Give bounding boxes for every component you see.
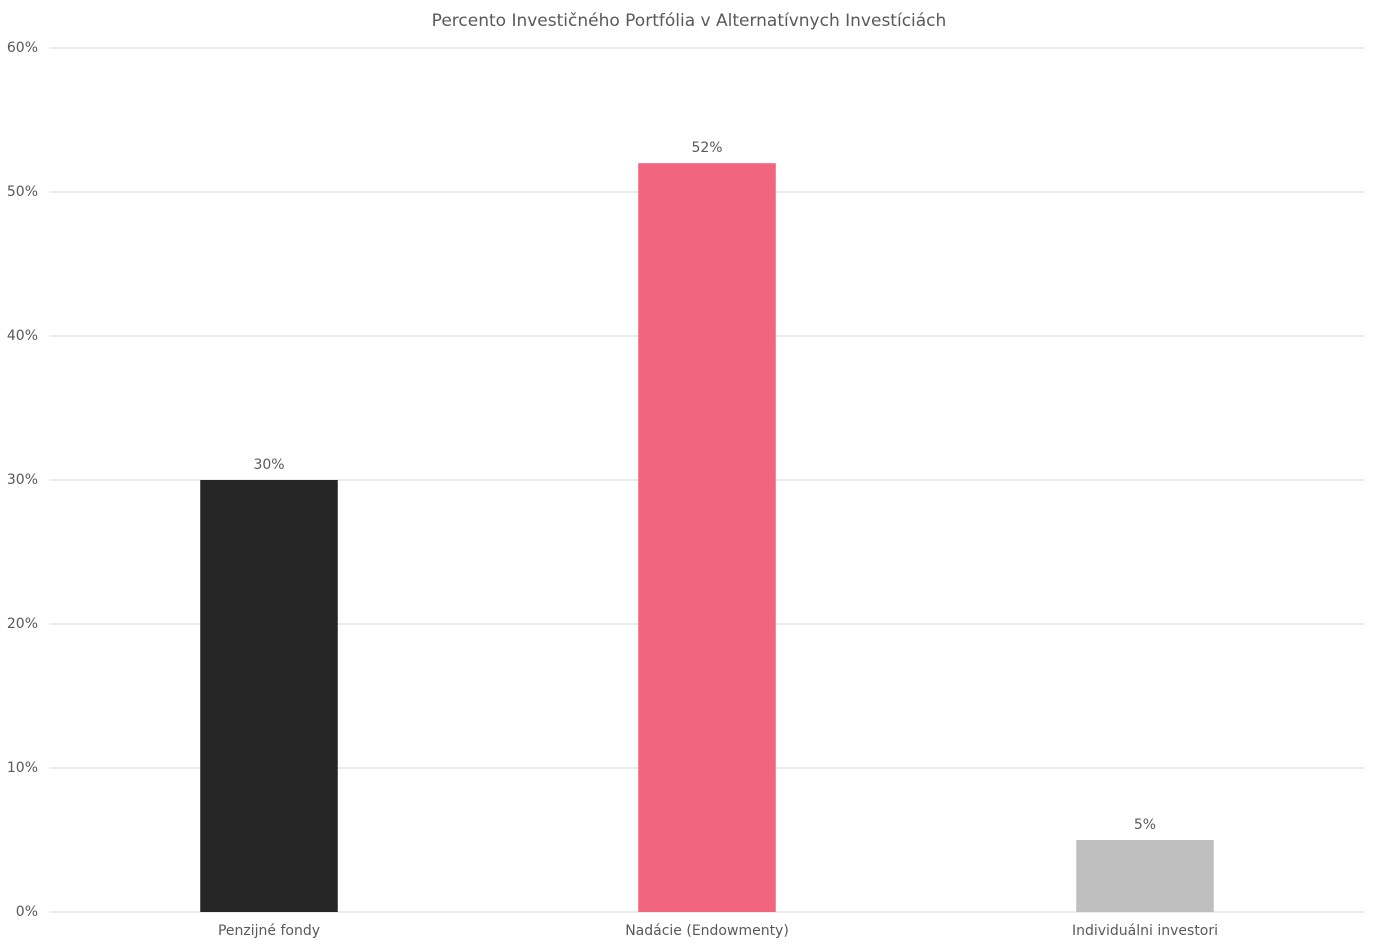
y-tick-label: 20% <box>7 616 38 632</box>
x-tick-label: Nadácie (Endowmenty) <box>625 923 789 939</box>
y-tick-label: 10% <box>7 760 38 776</box>
value-label: 5% <box>1134 817 1156 833</box>
bar <box>638 163 776 912</box>
chart-title: Percento Investičného Portfólia v Altern… <box>432 11 947 31</box>
x-tick-label: Penzijné fondy <box>218 923 320 939</box>
bar <box>1076 840 1214 912</box>
x-tick-label: Individuálni investori <box>1072 923 1218 939</box>
value-label: 52% <box>691 140 722 156</box>
y-tick-label: 40% <box>7 328 38 344</box>
y-tick-label: 50% <box>7 184 38 200</box>
y-tick-label: 0% <box>16 904 38 920</box>
y-tick-label: 30% <box>7 472 38 488</box>
value-label: 30% <box>253 457 284 473</box>
bar <box>200 480 338 912</box>
y-tick-label: 60% <box>7 40 38 56</box>
